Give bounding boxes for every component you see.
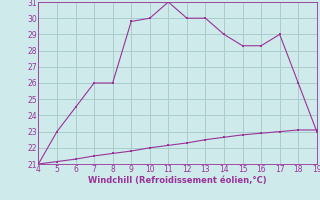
X-axis label: Windchill (Refroidissement éolien,°C): Windchill (Refroidissement éolien,°C) bbox=[88, 176, 267, 185]
